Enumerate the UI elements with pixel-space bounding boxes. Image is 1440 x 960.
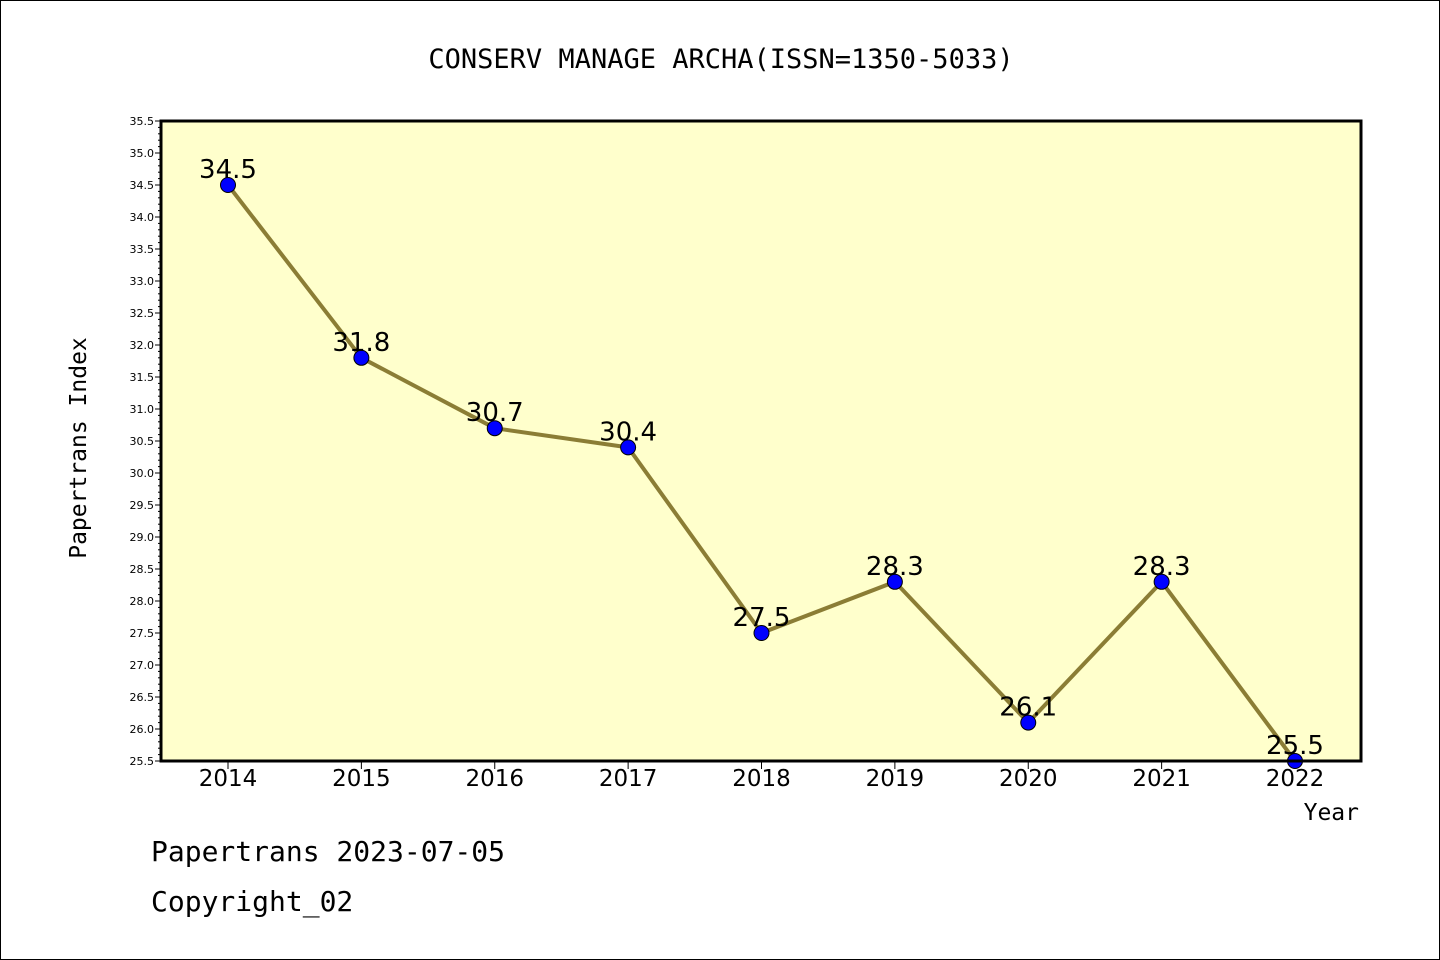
y-tick-label: 28.0 [130,595,155,608]
data-point [486,420,503,437]
y-tick-label: 27.0 [130,659,155,672]
x-tick-label: 2017 [599,766,658,792]
y-tick-label: 35.0 [130,147,155,160]
y-tick-label: 32.5 [130,307,155,320]
chart-title: CONSERV MANAGE ARCHA(ISSN=1350-5033) [428,44,1013,75]
y-tick-label: 30.0 [130,467,155,480]
y-tick-label: 35.5 [130,115,155,128]
y-tick-label: 31.5 [130,371,155,384]
data-label: 34.5 [199,155,257,185]
x-tick-label: 2022 [1266,766,1325,792]
y-axis-ticks: 25.5 26.0 26.5 27.0 27.5 28.0 28.5 29.0 29.5 30.0… [130,115,161,768]
data-point [353,349,370,366]
footer-date: Papertrans 2023-07-05 [151,835,506,868]
y-tick-label: 33.5 [130,243,155,256]
x-tick-label: 2016 [465,766,524,792]
y-tick-label: 31.0 [130,403,155,416]
plot-area [161,121,1361,761]
y-tick-label: 33.0 [130,275,155,288]
y-tick-label: 29.5 [130,499,155,512]
data-label: 27.5 [733,603,791,633]
data-labels: 34.5 31.8 30.7 30.4 27.5 28.3 26.1 28.3 25.5 [199,155,1324,761]
data-point [620,439,637,456]
data-label: 28.3 [1133,552,1191,582]
x-tick-label: 2015 [332,766,391,792]
y-tick-label: 34.0 [130,211,155,224]
x-axis-ticks: 2014 2015 2016 2017 2018 2019 2020 2021 2022 [199,761,1325,792]
data-series [220,177,1303,769]
x-tick-label: 2021 [1132,766,1191,792]
data-point [1020,714,1037,731]
x-axis-label: Year [1304,800,1359,826]
data-label: 30.7 [466,398,524,428]
plot-border [159,119,1363,763]
x-tick-label: 2014 [199,766,258,792]
data-point [753,625,770,641]
data-point [886,573,903,590]
y-tick-label: 26.0 [130,723,155,736]
y-tick-label: 28.5 [130,563,155,576]
data-point [220,177,236,193]
data-point [1153,573,1170,590]
x-tick-label: 2020 [999,766,1058,792]
y-axis-label: Papertrans Index [66,337,92,559]
y-tick-label: 34.5 [130,179,155,192]
data-label: 25.5 [1266,731,1324,761]
y-tick-label: 29.0 [130,531,155,544]
data-label: 31.8 [332,328,390,358]
y-tick-label: 32.0 [130,339,155,352]
y-tick-label: 26.5 [130,691,155,704]
y-tick-label: 27.5 [130,627,155,640]
data-label: 30.4 [599,417,657,447]
footer-copyright: Copyright_02 [151,885,354,918]
y-tick-label: 25.5 [130,755,155,768]
x-tick-label: 2019 [866,766,925,792]
data-label: 28.3 [866,552,924,582]
data-label: 26.1 [999,693,1057,723]
x-tick-label: 2018 [732,766,791,792]
y-tick-label: 30.5 [130,435,155,448]
